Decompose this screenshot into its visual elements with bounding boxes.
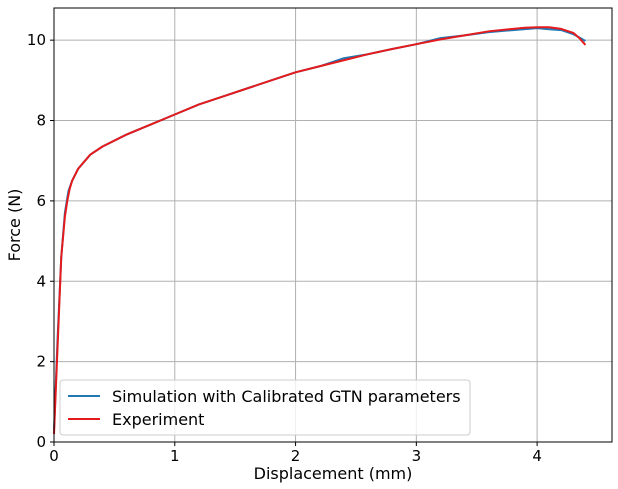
x-tick-label: 3 xyxy=(412,447,422,465)
y-tick-label: 6 xyxy=(36,192,46,210)
legend-label-experiment: Experiment xyxy=(112,410,204,429)
legend-label-simulation: Simulation with Calibrated GTN parameter… xyxy=(112,387,461,406)
x-tick-label: 2 xyxy=(291,447,301,465)
y-tick-label: 10 xyxy=(27,31,46,49)
x-tick-label: 0 xyxy=(49,447,59,465)
y-axis-label: Force (N) xyxy=(5,189,24,262)
series-layer xyxy=(53,26,587,435)
axis-ticks: 0 1 2 3 4 0 2 4 6 8 10 xyxy=(27,31,542,465)
grid-lines xyxy=(53,8,612,443)
series-line-1 xyxy=(53,26,587,435)
x-tick-label: 1 xyxy=(170,447,180,465)
y-tick-label: 2 xyxy=(36,353,46,371)
y-tick-label: 0 xyxy=(36,433,46,451)
legend: Simulation with Calibrated GTN parameter… xyxy=(59,379,471,436)
y-tick-label: 4 xyxy=(36,272,46,290)
x-tick-label: 4 xyxy=(532,447,542,465)
plot-frame xyxy=(53,7,613,443)
legend-box xyxy=(59,379,471,436)
x-axis-label: Displacement (mm) xyxy=(254,464,413,483)
y-tick-label: 8 xyxy=(36,112,46,130)
